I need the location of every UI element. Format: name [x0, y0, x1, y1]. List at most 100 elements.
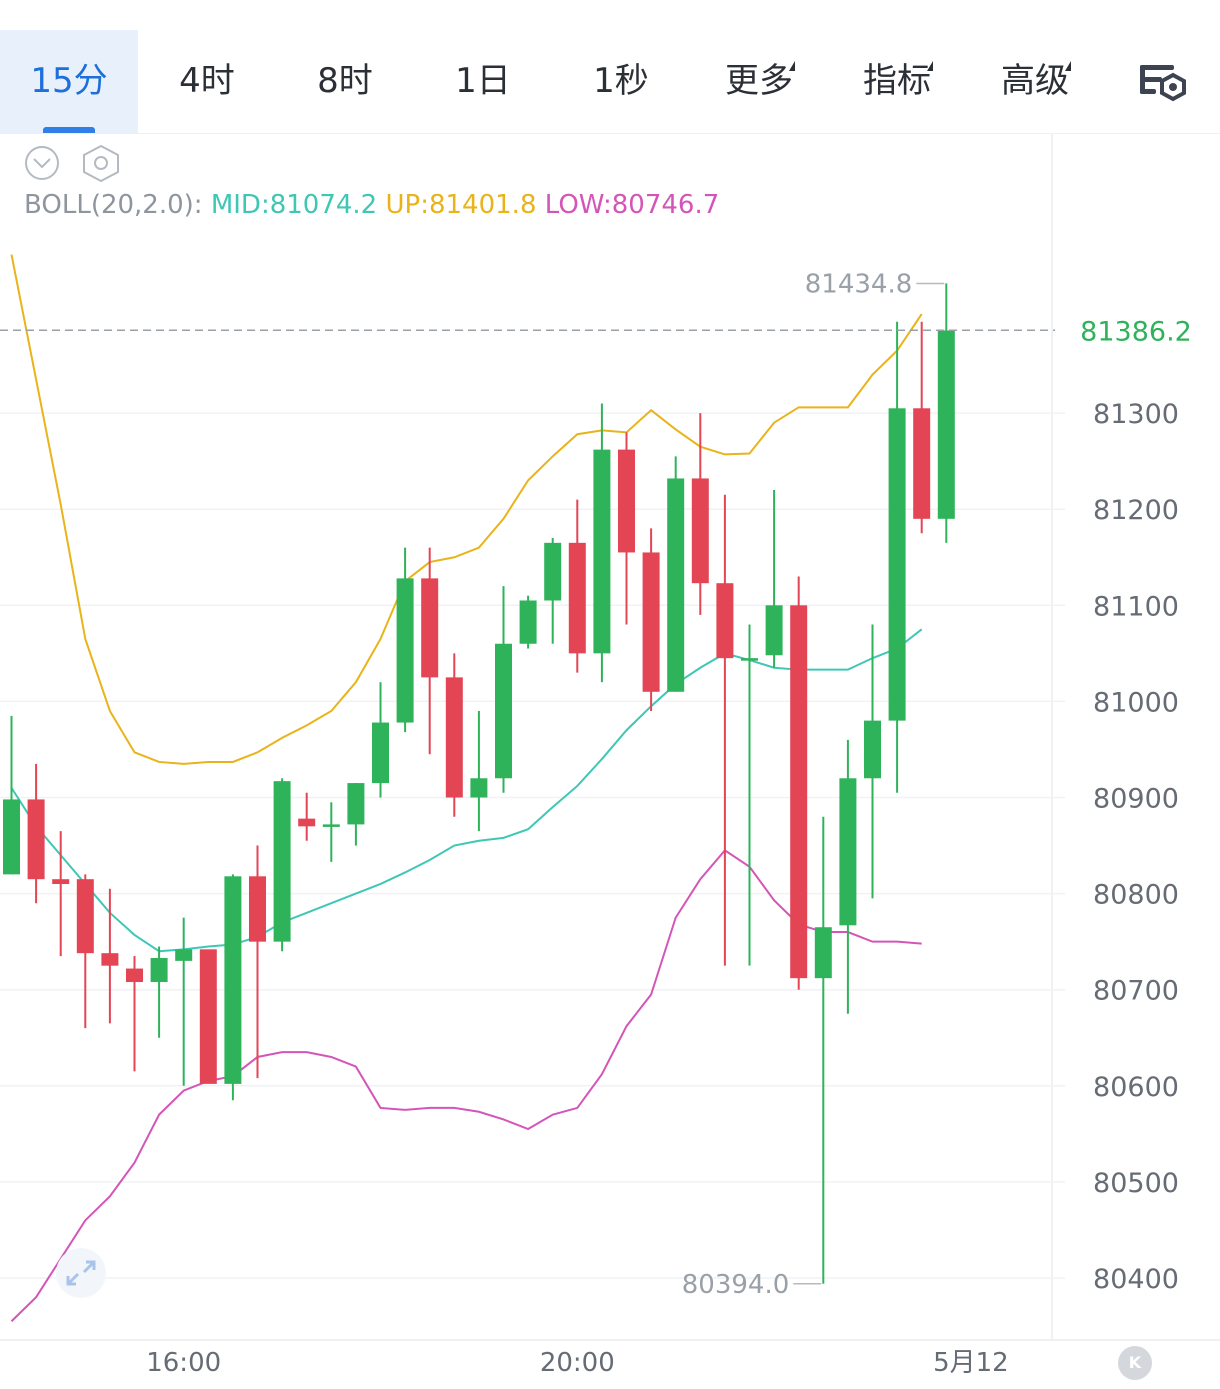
candle-body: [741, 658, 758, 661]
candle: [224, 874, 242, 1101]
boll-up-value: UP:81401.8: [385, 190, 537, 220]
expand-icon[interactable]: [56, 1248, 106, 1298]
candle-body: [937, 330, 955, 519]
tab-4[interactable]: 1秒: [552, 30, 690, 133]
scroll-to-latest-button[interactable]: K: [1118, 1346, 1152, 1380]
candle-body: [421, 578, 439, 678]
candle-body: [249, 876, 266, 942]
candle-body: [642, 552, 660, 692]
candle: [814, 816, 832, 1284]
tab-label: 8时: [317, 61, 373, 101]
candle-body: [888, 408, 906, 721]
candle: [27, 763, 45, 904]
y-tick-label: 80400: [1093, 1264, 1179, 1295]
chart-settings-icon[interactable]: [1130, 55, 1190, 115]
candle-body: [372, 722, 389, 784]
candle-body: [27, 799, 45, 880]
candle-body: [790, 605, 808, 979]
tab-3[interactable]: 1日: [414, 30, 552, 133]
min-price-label: 80394.0: [682, 1270, 790, 1300]
candle: [593, 403, 611, 683]
candle: [888, 321, 906, 793]
candle: [445, 653, 463, 817]
candle: [396, 547, 414, 733]
boll-name: BOLL(20,2.0):: [24, 190, 203, 220]
price-chart[interactable]: 81300 81200 81100 81000 80900 80800 80700 80600…: [0, 133, 1220, 1389]
candle: [298, 792, 316, 841]
active-tab-indicator: [43, 127, 95, 133]
dropdown-caret-icon: [927, 61, 933, 71]
tab-6[interactable]: 指标: [828, 30, 966, 133]
candle: [421, 547, 439, 755]
tab-label: 指标: [863, 61, 933, 101]
tab-5[interactable]: 更多: [690, 30, 828, 133]
x-tick-label: 16:00: [146, 1348, 221, 1378]
y-tick-label: 81100: [1093, 591, 1179, 622]
tab-label: 高级: [1001, 61, 1071, 101]
tab-0[interactable]: 15分: [0, 30, 138, 133]
candle: [913, 321, 931, 534]
candle: [372, 682, 389, 798]
boll-legend: BOLL(20,2.0): MID:81074.2 UP:81401.8 LOW…: [24, 190, 719, 220]
boll-lower-line: [10, 849, 922, 1322]
candle: [864, 624, 881, 899]
y-tick-label: 81300: [1093, 399, 1179, 430]
dropdown-caret-icon: [789, 61, 795, 71]
candle-body: [101, 953, 119, 966]
candle-body: [445, 677, 463, 798]
candle-body: [568, 542, 586, 654]
candle-body: [126, 968, 143, 983]
candle: [175, 917, 193, 1086]
candle-body: [544, 542, 562, 601]
chevron-down-circle-icon[interactable]: [25, 146, 59, 180]
candle-body: [199, 949, 217, 1084]
candle-body: [347, 783, 365, 825]
candle-body: [52, 879, 70, 884]
tab-label: 15分: [30, 61, 108, 101]
candle: [544, 538, 562, 644]
candle-body: [913, 408, 931, 519]
tab-2[interactable]: 8时: [276, 30, 414, 133]
tab-7[interactable]: 高级: [966, 30, 1104, 133]
candle-body: [150, 957, 168, 983]
x-tick-label: 20:00: [540, 1348, 615, 1378]
candle-body: [273, 781, 291, 942]
candle-body: [814, 927, 832, 979]
last-price-label: 81386.2: [1080, 316, 1192, 347]
dropdown-caret-icon: [1065, 61, 1071, 71]
y-tick-label: 81200: [1093, 495, 1179, 526]
candle-body: [667, 478, 685, 692]
candle-body: [396, 578, 414, 723]
candle: [199, 949, 217, 1084]
candle-body: [224, 876, 242, 1084]
candle: [568, 499, 586, 673]
candle-body: [76, 879, 94, 954]
boll-mid-line: [10, 628, 923, 953]
candle-body: [716, 583, 734, 659]
candle: [519, 595, 537, 649]
boll-low-value: LOW:80746.7: [544, 190, 720, 220]
candle-body: [298, 818, 316, 827]
double-chevron-left-icon: K: [1128, 1353, 1142, 1372]
x-tick-label: 5月12: [933, 1348, 1009, 1378]
candle: [347, 783, 365, 846]
candle-body: [691, 478, 709, 584]
candle: [495, 586, 512, 793]
indicator-controls: [24, 144, 154, 188]
candle-body: [765, 605, 783, 656]
tab-label: 更多: [725, 61, 795, 101]
candle: [470, 711, 488, 832]
hexagon-settings-icon[interactable]: [83, 144, 119, 183]
candle: [150, 946, 168, 1038]
candle: [741, 624, 758, 966]
candle-body: [593, 449, 611, 654]
tab-label: 1秒: [593, 61, 649, 101]
candle: [322, 802, 340, 862]
tab-1[interactable]: 4时: [138, 30, 276, 133]
tab-label: 4时: [179, 61, 235, 101]
candle-body: [175, 949, 193, 961]
interval-toolbar: 15分 4时 8时 1日 1秒 更多 指标 高级: [0, 0, 1220, 134]
candle-body: [864, 720, 881, 779]
y-tick-label: 80900: [1093, 784, 1179, 815]
candle: [101, 888, 119, 1024]
